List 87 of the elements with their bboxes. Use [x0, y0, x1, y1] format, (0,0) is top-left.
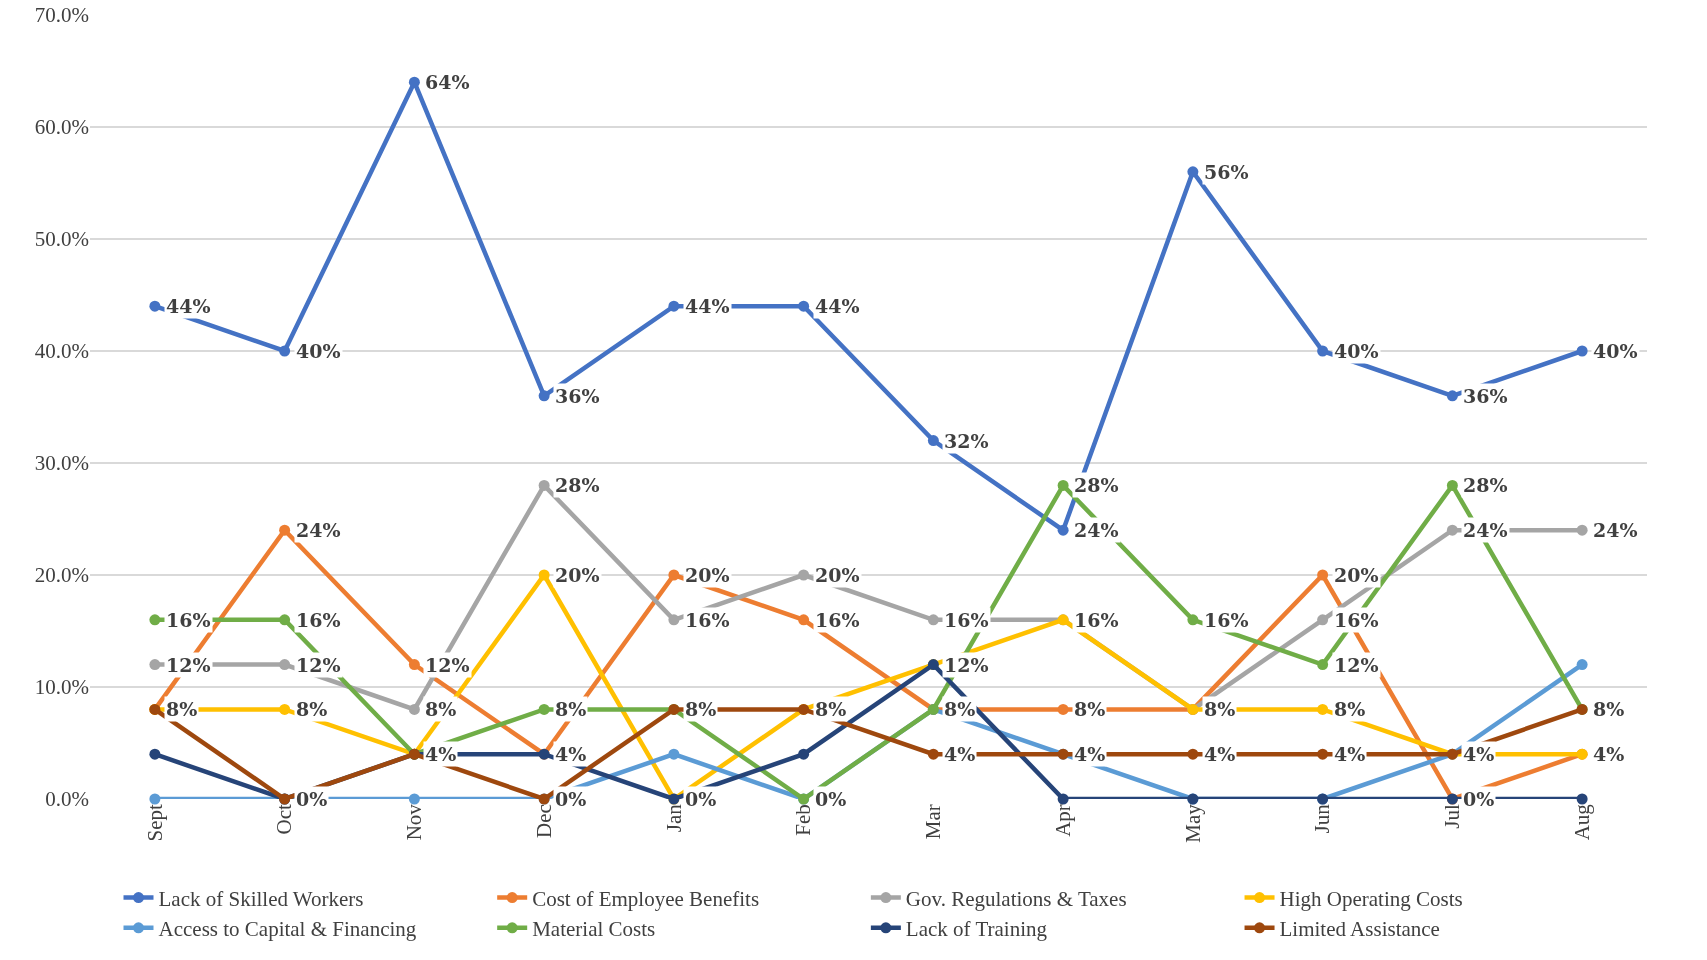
x-tick-label: Oct — [272, 804, 297, 835]
x-tick-label: Mar — [921, 804, 946, 840]
legend-label: Limited Assistance — [1279, 917, 1440, 942]
y-tick-label: 20.0% — [34, 563, 89, 588]
data-label: 16% — [1204, 609, 1249, 631]
data-label: 24% — [1463, 519, 1508, 541]
y-tick-label: 0.0% — [45, 787, 89, 812]
legend-label: Lack of Training — [905, 917, 1048, 942]
data-label: 16% — [1074, 609, 1119, 631]
data-label: 0% — [815, 788, 847, 810]
data-label: 12% — [166, 654, 211, 676]
data-label: 16% — [1334, 609, 1379, 631]
x-tick-label: May — [1180, 803, 1205, 843]
data-label: 8% — [425, 698, 457, 720]
data-label: 40% — [296, 340, 341, 362]
data-label: 8% — [815, 698, 847, 720]
data-label: 12% — [296, 654, 341, 676]
legend-label: Lack of Skilled Workers — [158, 886, 364, 911]
data-label: 28% — [1074, 474, 1119, 496]
data-label: 12% — [944, 654, 989, 676]
data-label: 64% — [425, 71, 470, 93]
data-label: 24% — [1074, 519, 1119, 541]
x-tick-label: Jul — [1440, 804, 1465, 829]
data-label: 44% — [815, 295, 860, 317]
legend-label: Cost of Employee Benefits — [532, 886, 760, 911]
data-label: 20% — [555, 564, 600, 586]
data-label: 16% — [685, 609, 730, 631]
data-label: 4% — [425, 743, 457, 765]
data-label: 20% — [815, 564, 860, 586]
data-label: 8% — [296, 698, 328, 720]
data-label: 44% — [166, 295, 211, 317]
data-label: 36% — [555, 385, 600, 407]
x-tick-label: Nov — [402, 803, 427, 841]
y-tick-label: 10.0% — [34, 675, 89, 700]
y-tick-label: 30.0% — [34, 451, 89, 476]
data-label: 8% — [166, 698, 198, 720]
data-label: 8% — [555, 698, 587, 720]
data-label: 16% — [296, 609, 341, 631]
data-label: 56% — [1204, 161, 1249, 183]
data-label: 8% — [685, 698, 717, 720]
data-label: 4% — [1074, 743, 1106, 765]
data-label: 8% — [1593, 698, 1625, 720]
x-tick-label: Jan — [661, 803, 686, 833]
data-label: 4% — [1463, 743, 1495, 765]
data-label: 32% — [944, 430, 989, 452]
data-label: 16% — [166, 609, 211, 631]
data-label: 40% — [1593, 340, 1638, 362]
legend-label: Material Costs — [532, 917, 656, 942]
x-tick-label: Sept — [142, 804, 167, 842]
data-label: 8% — [1334, 698, 1366, 720]
data-label: 0% — [296, 788, 328, 810]
data-label: 12% — [1334, 654, 1379, 676]
data-label: 20% — [685, 564, 730, 586]
data-label: 0% — [685, 788, 717, 810]
x-tick-label: Jun — [1310, 803, 1335, 834]
y-tick-label: 50.0% — [34, 227, 89, 252]
data-label: 12% — [425, 654, 470, 676]
data-label: 20% — [1334, 564, 1379, 586]
data-label: 16% — [815, 609, 860, 631]
data-label: 44% — [685, 295, 730, 317]
data-label: 4% — [555, 743, 587, 765]
legend-label: Gov. Regulations & Taxes — [905, 886, 1127, 911]
legend-label: Access to Capital & Financing — [158, 917, 417, 942]
data-label: 40% — [1334, 340, 1379, 362]
data-label: 16% — [944, 609, 989, 631]
legend-label: High Operating Costs — [1279, 886, 1463, 911]
y-tick-label: 70.0% — [34, 3, 89, 28]
data-label: 24% — [296, 519, 341, 541]
data-label: 8% — [944, 698, 976, 720]
data-label: 0% — [1463, 788, 1495, 810]
data-label: 4% — [944, 743, 976, 765]
data-label: 8% — [1204, 698, 1236, 720]
data-label: 36% — [1463, 385, 1508, 407]
data-label: 4% — [1334, 743, 1366, 765]
data-label: 0% — [555, 788, 587, 810]
data-label: 8% — [1074, 698, 1106, 720]
y-tick-label: 60.0% — [34, 115, 89, 140]
x-tick-label: Dec — [531, 804, 556, 839]
x-tick-label: Feb — [791, 804, 816, 836]
x-tick-label: Apr — [1050, 804, 1075, 837]
x-tick-label: Aug — [1569, 803, 1594, 841]
y-tick-label: 40.0% — [34, 339, 89, 364]
data-label: 24% — [1593, 519, 1638, 541]
data-label: 28% — [555, 474, 600, 496]
data-label: 4% — [1593, 743, 1625, 765]
data-label: 4% — [1204, 743, 1236, 765]
data-label: 28% — [1463, 474, 1508, 496]
